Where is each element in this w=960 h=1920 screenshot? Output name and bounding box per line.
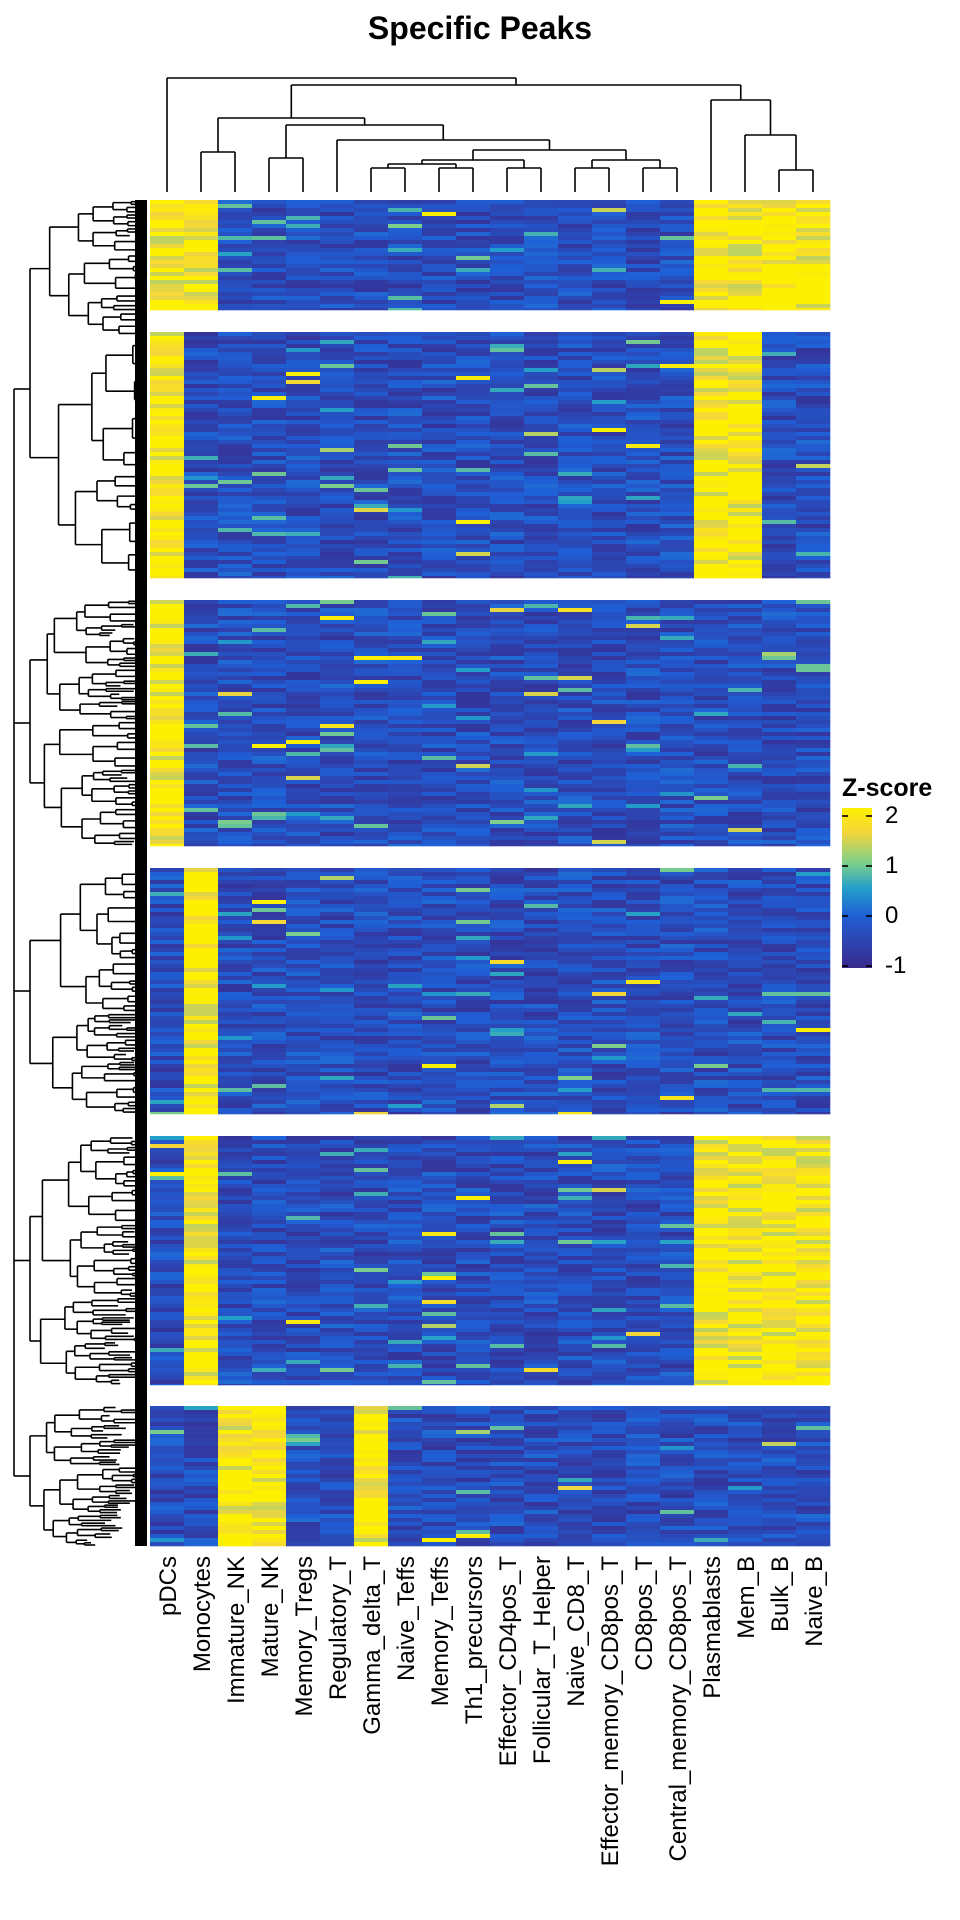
column-label-11: Follicular_T_Helper [529,1556,556,1764]
legend-tick-neg1: -1 [885,952,907,979]
row-dendrogram-leaf-band [135,200,147,1546]
legend-tick-0: 0 [885,902,899,929]
column-label-7: Naive_Teffs [393,1556,420,1681]
chart-title: Specific Peaks [367,10,593,46]
column-label-19: Naive_B [801,1556,828,1647]
column-label-14: CD8pos_T [631,1556,658,1671]
row-cluster-3 [150,600,831,847]
legend-colorbar [842,808,872,968]
column-label-16: Plasmablasts [699,1556,726,1699]
heatmap-cells [150,200,831,1547]
legend-title: Z-score [842,774,933,802]
row-dendrogram [13,200,147,1546]
row-cluster-4 [150,868,831,1115]
column-label-5: Regulatory_T [325,1556,352,1700]
row-cluster-6 [150,1406,831,1547]
column-label-9: Th1_precursors [461,1556,488,1724]
column-label-17: Mem_B [733,1556,760,1639]
column-label-8: Memory_Teffs [427,1556,454,1706]
column-label-13: Effector_memory_CD8pos_T [597,1556,624,1867]
row-cluster-1 [150,200,831,311]
column-label-10: Effector_CD4pos_T [495,1556,522,1767]
row-cluster-2 [150,332,831,579]
column-dendrogram [166,77,814,192]
legend-tick-1: 1 [885,852,899,879]
legend-tick-marks [842,815,872,967]
column-label-6: Gamma_delta_T [359,1556,386,1735]
column-label-18: Bulk_B [767,1556,794,1632]
column-label-0: pDCs [155,1556,182,1616]
column-labels: pDCs Monocytes Immature_NK Mature_NK Memory_… [155,1556,828,1867]
column-label-1: Monocytes [189,1556,216,1672]
column-label-2: Immature_NK [223,1556,250,1704]
row-cluster-5 [150,1136,831,1386]
column-label-3: Mature_NK [257,1556,284,1677]
column-label-15: Central_memory_CD8pos_T [665,1556,692,1862]
column-label-4: Memory_Tregs [291,1556,318,1716]
column-label-12: Naive_CD8_T [563,1556,590,1707]
legend-tick-2: 2 [885,802,899,829]
